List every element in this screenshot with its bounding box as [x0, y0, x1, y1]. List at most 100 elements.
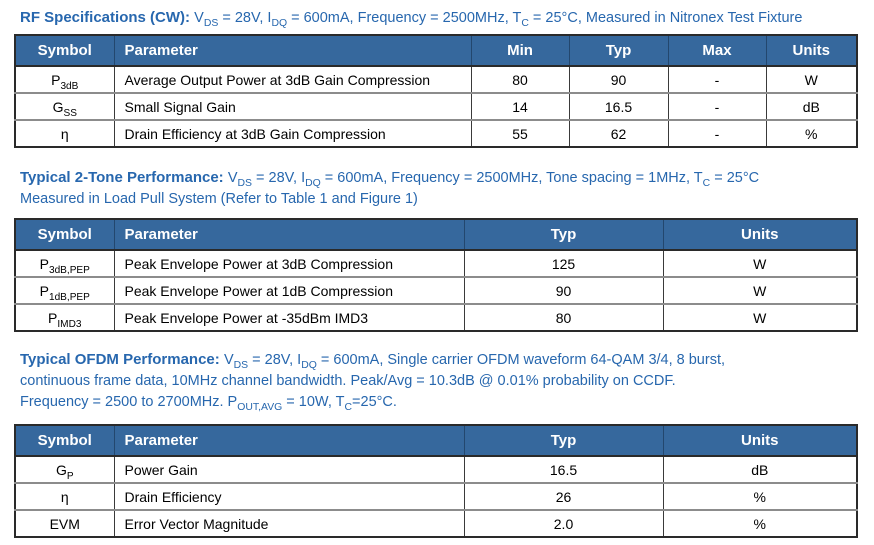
units-cell: %: [765, 119, 858, 147]
units-cell: dB: [765, 92, 858, 120]
symbol-subscript: SS: [63, 107, 77, 119]
parameter-cell: Drain Efficiency at 3dB Gain Compression: [113, 119, 472, 147]
units-cell: W: [662, 303, 858, 331]
text-segment: RF Specifications (CW):: [20, 9, 195, 26]
text-segment: = 10W, T: [282, 394, 345, 410]
subscript-text: DQ: [305, 177, 321, 189]
table-row: P3dB,PEP Peak Envelope Power at 3dB Comp…: [14, 250, 858, 277]
symbol-main: P: [48, 309, 58, 326]
two-tone-heading-line2: Measured in Load Pull System (Refer to T…: [20, 189, 866, 210]
column-header-parameter: Parameter: [113, 219, 465, 251]
symbol-cell: P3dB: [14, 66, 115, 93]
column-header-parameter: Parameter: [113, 425, 465, 457]
table-row: GSS Small Signal Gain 14 16.5 - dB: [14, 92, 858, 120]
parameter-cell: Power Gain: [113, 456, 465, 483]
subscript-text: DQ: [271, 17, 288, 29]
text-segment: = 28V, I: [218, 10, 272, 26]
typ-cell: 2.0: [463, 509, 664, 537]
text-segment: = 600mA, Frequency = 2500MHz, T: [287, 10, 522, 26]
subscript-text: OUT,AVG: [237, 401, 283, 413]
column-header-symbol: Symbol: [14, 425, 115, 457]
column-header-symbol: Symbol: [14, 219, 115, 251]
units-cell: W: [662, 250, 858, 277]
column-header-units: Units: [662, 425, 858, 457]
table-row: GP Power Gain 16.5 dB: [14, 456, 858, 483]
table-header-row: Symbol Parameter Typ Units: [14, 219, 858, 251]
parameter-cell: Small Signal Gain: [113, 92, 472, 120]
text-segment: V: [223, 352, 234, 368]
text-segment: Measured in Load Pull System (Refer to T…: [20, 191, 418, 207]
column-header-typ: Typ: [568, 35, 669, 67]
text-segment: V: [194, 10, 204, 26]
symbol-cell: η: [14, 482, 115, 510]
units-cell: W: [662, 276, 858, 304]
column-header-typ: Typ: [463, 219, 664, 251]
column-header-min: Min: [470, 35, 570, 67]
parameter-cell: Drain Efficiency: [113, 482, 465, 510]
symbol-cell: P3dB,PEP: [14, 250, 115, 277]
max-cell: -: [667, 66, 767, 93]
typ-cell: 90: [463, 276, 664, 304]
text-segment: = 28V, I: [252, 170, 306, 186]
two-tone-table: Symbol Parameter Typ Units P3dB,PEP Peak…: [14, 218, 858, 332]
table-row: η Drain Efficiency at 3dB Gain Compressi…: [14, 119, 858, 147]
symbol-main: P: [39, 255, 49, 272]
max-cell: -: [667, 92, 767, 120]
symbol-main: G: [55, 461, 67, 478]
symbol-main: P: [51, 71, 61, 88]
text-segment: = 25°C, Measured in Nitronex Test Fixtur…: [528, 10, 803, 26]
table-row: P3dB Average Output Power at 3dB Gain Co…: [14, 66, 858, 93]
text-segment: Typical OFDM Performance:: [20, 351, 224, 368]
units-cell: dB: [662, 456, 858, 483]
subscript-text: DS: [237, 177, 253, 189]
symbol-cell: P1dB,PEP: [14, 276, 115, 304]
max-cell: -: [667, 119, 767, 147]
text-segment: = 28V, I: [248, 352, 302, 368]
parameter-cell: Peak Envelope Power at 3dB Compression: [113, 250, 465, 277]
typ-cell: 16.5: [463, 456, 664, 483]
symbol-main: η: [60, 125, 69, 142]
min-cell: 80: [470, 66, 570, 93]
column-header-units: Units: [662, 219, 858, 251]
symbol-cell: PIMD3: [14, 303, 115, 331]
symbol-main: η: [60, 488, 69, 505]
parameter-cell: Average Output Power at 3dB Gain Compres…: [113, 66, 472, 93]
table-row: EVM Error Vector Magnitude 2.0 %: [14, 509, 858, 537]
ofdm-heading-line2: continuous frame data, 10MHz channel ban…: [20, 371, 866, 392]
typ-cell: 26: [463, 482, 664, 510]
units-cell: W: [765, 66, 858, 93]
typ-cell: 62: [568, 119, 669, 147]
column-header-parameter: Parameter: [113, 35, 472, 67]
subscript-text: DS: [233, 359, 249, 371]
column-header-units: Units: [765, 35, 858, 67]
text-segment: continuous frame data, 10MHz channel ban…: [20, 373, 676, 389]
min-cell: 55: [470, 119, 570, 147]
typ-cell: 125: [463, 250, 664, 277]
typ-cell: 16.5: [568, 92, 669, 120]
parameter-cell: Peak Envelope Power at 1dB Compression: [113, 276, 465, 304]
symbol-cell: GP: [14, 456, 115, 483]
text-segment: = 600mA, Frequency = 2500MHz, Tone spaci…: [320, 170, 703, 186]
subscript-text: DS: [203, 17, 219, 29]
ofdm-heading: Typical OFDM Performance: VDS = 28V, IDQ…: [20, 349, 866, 413]
symbol-main: EVM: [49, 515, 80, 532]
symbol-cell: GSS: [14, 92, 115, 120]
min-cell: 14: [470, 92, 570, 120]
table-row: P1dB,PEP Peak Envelope Power at 1dB Comp…: [14, 276, 858, 304]
symbol-cell: EVM: [14, 509, 115, 537]
typ-cell: 80: [463, 303, 664, 331]
text-segment: Frequency = 2500 to 2700MHz. P: [20, 394, 238, 410]
symbol-subscript: 3dB: [60, 80, 79, 92]
symbol-main: P: [39, 282, 49, 299]
symbol-subscript: P: [66, 470, 74, 482]
symbol-cell: η: [14, 119, 115, 147]
subscript-text: C: [521, 17, 529, 29]
text-segment: = 25°C: [710, 170, 760, 186]
ofdm-heading-line1: Typical OFDM Performance: VDS = 28V, IDQ…: [20, 349, 866, 371]
ofdm-heading-line3: Frequency = 2500 to 2700MHz. POUT,AVG = …: [20, 392, 866, 413]
subscript-text: C: [344, 401, 353, 413]
symbol-main: G: [52, 98, 64, 115]
typ-cell: 90: [568, 66, 669, 93]
text-segment: = 600mA, Single carrier OFDM waveform 64…: [316, 352, 726, 368]
